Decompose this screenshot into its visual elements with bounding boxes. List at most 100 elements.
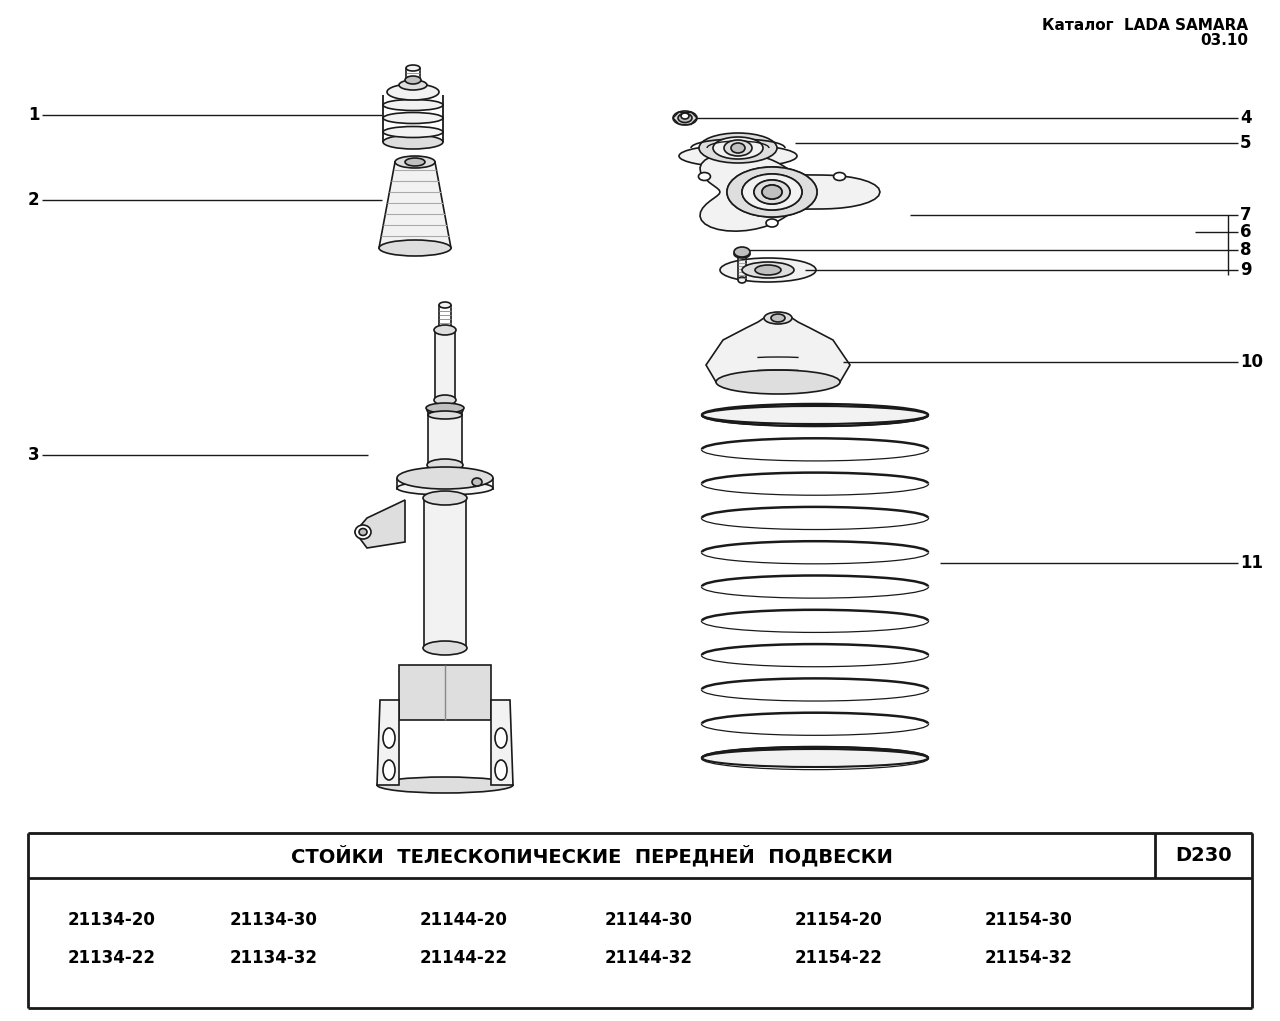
- Ellipse shape: [383, 99, 443, 110]
- Ellipse shape: [701, 404, 928, 426]
- Ellipse shape: [699, 133, 777, 163]
- Text: 21154-22: 21154-22: [795, 949, 883, 967]
- Ellipse shape: [755, 265, 781, 275]
- Text: 21134-20: 21134-20: [68, 911, 156, 929]
- Ellipse shape: [739, 277, 746, 283]
- Ellipse shape: [727, 167, 817, 217]
- Ellipse shape: [434, 325, 456, 335]
- Text: СТОЙКИ  ТЕЛЕСКОПИЧЕСКИЕ  ПЕРЕДНЕЙ  ПОДВЕСКИ: СТОЙКИ ТЕЛЕСКОПИЧЕСКИЕ ПЕРЕДНЕЙ ПОДВЕСКИ: [291, 844, 892, 866]
- Ellipse shape: [701, 713, 928, 735]
- Ellipse shape: [764, 312, 792, 324]
- Ellipse shape: [378, 777, 513, 793]
- Polygon shape: [379, 162, 451, 248]
- Ellipse shape: [422, 641, 467, 655]
- Ellipse shape: [699, 173, 710, 181]
- Ellipse shape: [355, 525, 371, 539]
- Ellipse shape: [719, 258, 817, 282]
- Ellipse shape: [765, 218, 778, 227]
- Text: 21154-30: 21154-30: [986, 911, 1073, 929]
- Ellipse shape: [397, 467, 493, 489]
- Ellipse shape: [771, 314, 785, 322]
- Ellipse shape: [383, 135, 443, 149]
- Ellipse shape: [358, 529, 367, 535]
- Ellipse shape: [422, 491, 467, 505]
- Ellipse shape: [428, 404, 463, 416]
- Ellipse shape: [731, 143, 745, 153]
- Ellipse shape: [673, 111, 698, 125]
- Ellipse shape: [716, 370, 840, 394]
- Text: 3: 3: [28, 446, 40, 464]
- Text: 21144-30: 21144-30: [605, 911, 692, 929]
- Ellipse shape: [399, 80, 428, 90]
- Ellipse shape: [742, 174, 803, 210]
- Ellipse shape: [701, 541, 928, 564]
- Text: D230: D230: [1175, 846, 1231, 865]
- Text: 21144-32: 21144-32: [605, 949, 692, 967]
- Ellipse shape: [733, 250, 750, 258]
- Ellipse shape: [701, 406, 928, 424]
- Text: 21144-22: 21144-22: [420, 949, 508, 967]
- Ellipse shape: [396, 156, 435, 168]
- Ellipse shape: [383, 112, 443, 124]
- Ellipse shape: [701, 576, 928, 597]
- Ellipse shape: [727, 167, 817, 217]
- Ellipse shape: [404, 158, 425, 166]
- Ellipse shape: [742, 174, 803, 210]
- Ellipse shape: [383, 728, 396, 748]
- Ellipse shape: [701, 473, 928, 494]
- Ellipse shape: [383, 760, 396, 780]
- Ellipse shape: [724, 140, 753, 156]
- Ellipse shape: [387, 84, 439, 100]
- Ellipse shape: [678, 145, 797, 167]
- Ellipse shape: [742, 262, 794, 278]
- Bar: [399, 665, 492, 720]
- Text: 8: 8: [1240, 241, 1252, 259]
- Polygon shape: [700, 153, 881, 231]
- Ellipse shape: [428, 411, 462, 419]
- Ellipse shape: [701, 610, 928, 632]
- Text: 21134-22: 21134-22: [68, 949, 156, 967]
- Ellipse shape: [397, 481, 493, 495]
- Text: 4: 4: [1240, 109, 1252, 127]
- Ellipse shape: [495, 760, 507, 780]
- Bar: [428, 410, 462, 465]
- Ellipse shape: [434, 395, 456, 405]
- Ellipse shape: [701, 644, 928, 666]
- Text: 7: 7: [1240, 206, 1252, 224]
- Ellipse shape: [713, 137, 763, 159]
- Text: 1: 1: [28, 106, 40, 124]
- Ellipse shape: [439, 302, 451, 308]
- Text: 9: 9: [1240, 261, 1252, 279]
- Ellipse shape: [681, 113, 689, 119]
- Text: 5: 5: [1240, 134, 1252, 152]
- Ellipse shape: [833, 173, 846, 181]
- Text: 21134-32: 21134-32: [230, 949, 317, 967]
- Polygon shape: [707, 318, 850, 382]
- Ellipse shape: [678, 113, 692, 123]
- Polygon shape: [378, 700, 399, 785]
- Text: 6: 6: [1240, 223, 1252, 241]
- Ellipse shape: [701, 747, 928, 769]
- Ellipse shape: [701, 506, 928, 529]
- Text: 21154-32: 21154-32: [986, 949, 1073, 967]
- Ellipse shape: [472, 478, 483, 486]
- Text: 21154-20: 21154-20: [795, 911, 883, 929]
- Ellipse shape: [428, 459, 463, 471]
- Text: 21134-30: 21134-30: [230, 911, 317, 929]
- Ellipse shape: [701, 749, 928, 767]
- Ellipse shape: [701, 678, 928, 700]
- Text: 10: 10: [1240, 353, 1263, 371]
- Text: 21144-20: 21144-20: [420, 911, 508, 929]
- Ellipse shape: [426, 403, 465, 414]
- Text: 03.10: 03.10: [1201, 33, 1248, 48]
- Ellipse shape: [383, 127, 443, 138]
- Text: 11: 11: [1240, 554, 1263, 572]
- Bar: [424, 498, 466, 648]
- Ellipse shape: [754, 180, 790, 204]
- Polygon shape: [355, 500, 404, 548]
- Ellipse shape: [404, 76, 421, 84]
- Bar: [435, 330, 454, 400]
- Ellipse shape: [379, 240, 451, 256]
- Ellipse shape: [495, 728, 507, 748]
- Ellipse shape: [762, 185, 782, 199]
